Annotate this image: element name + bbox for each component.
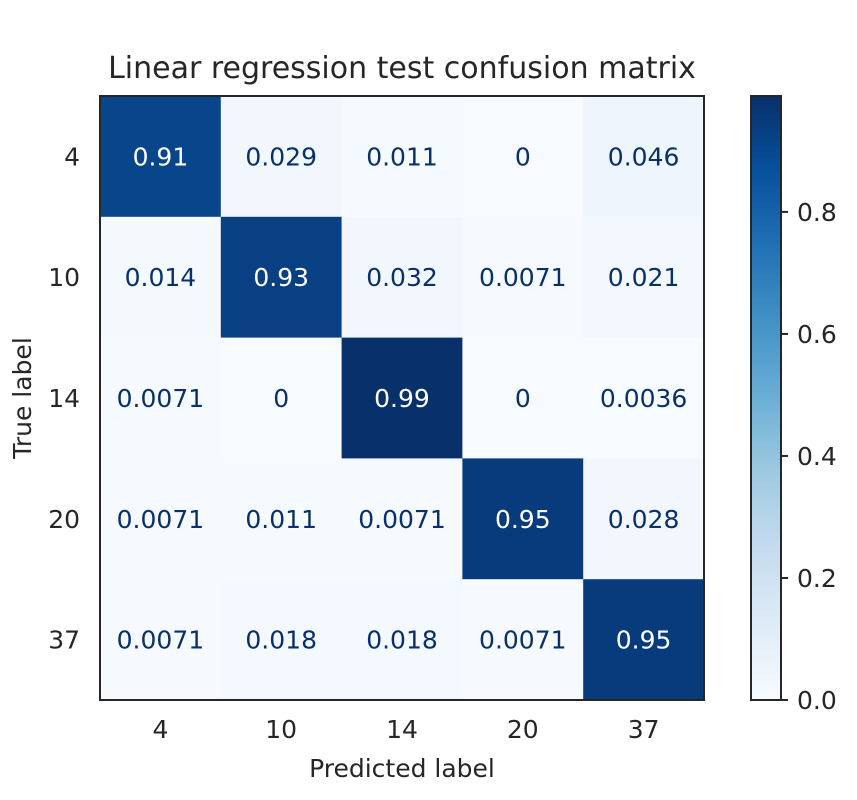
heatmap-cell (462, 337, 584, 459)
cell-value-label: 0.032 (366, 263, 438, 292)
cell-value-label: 0.95 (495, 505, 551, 534)
x-tick-label: 14 (386, 715, 418, 744)
heatmap-cell (341, 337, 463, 459)
colorbar-tick-label: 0.8 (797, 198, 837, 227)
heatmap-cell (583, 579, 705, 701)
cell-value-label: 0.018 (366, 626, 438, 655)
heatmap-cell (462, 96, 584, 218)
heatmap-cell (462, 458, 584, 580)
heatmap-cell (462, 216, 584, 339)
x-axis-ticks: 4 10 14 20 37 (152, 715, 659, 744)
x-axis-label: Predicted label (309, 754, 495, 783)
cell-value-label: 0 (273, 384, 289, 413)
x-tick-label: 4 (152, 715, 168, 744)
cell-value-label: 0.0071 (117, 626, 204, 655)
colorbar-tick-label: 0.6 (797, 320, 837, 349)
heatmap-cell (220, 458, 343, 580)
cell-value-label: 0.93 (253, 263, 309, 292)
heatmap-cell (583, 458, 705, 580)
colorbar-tick-label: 0.0 (797, 686, 837, 715)
heatmap-cell (462, 579, 584, 701)
heatmap-cell (100, 216, 222, 339)
colorbar-ticks: 0.0 0.2 0.4 0.6 0.8 (781, 198, 837, 715)
heatmap-cell (341, 579, 463, 701)
heatmap-cell (100, 337, 222, 459)
colorbar-tick-label: 0.4 (797, 442, 837, 471)
heatmap-cell-labels: 0.91 0.029 0.011 0 0.046 0.014 0.93 0.032 0.0071… (117, 142, 688, 654)
heatmap-cell (583, 337, 705, 459)
heatmap-cell (100, 96, 222, 218)
cell-value-label: 0.95 (616, 626, 672, 655)
cell-value-label: 0.0071 (358, 505, 445, 534)
cell-value-label: 0.021 (608, 263, 680, 292)
y-axis-ticks: 4 10 14 20 37 (48, 142, 80, 654)
cell-value-label: 0.0071 (479, 626, 566, 655)
y-tick-label: 14 (48, 384, 80, 413)
cell-value-label: 0.011 (366, 142, 438, 171)
chart-title: Linear regression test confusion matrix (108, 51, 696, 86)
colorbar (750, 95, 782, 701)
heatmap-cell (220, 579, 343, 701)
y-axis-label: True label (8, 337, 37, 460)
heatmap-cell (341, 216, 463, 339)
heatmap-cell (220, 216, 343, 339)
heatmap-cell (220, 96, 343, 218)
x-tick-label: 20 (507, 715, 539, 744)
y-tick-label: 4 (64, 142, 80, 171)
heatmap-cell (583, 216, 705, 339)
cell-value-label: 0 (515, 142, 531, 171)
y-tick-label: 10 (48, 263, 80, 292)
heatmap-cell (583, 96, 705, 218)
heatmap-cells (100, 96, 705, 701)
heatmap-cell (100, 458, 222, 580)
heatmap-cell (341, 458, 463, 580)
cell-value-label: 0.91 (133, 142, 189, 171)
y-tick-label: 37 (48, 626, 80, 655)
cell-value-label: 0.014 (125, 263, 197, 292)
cell-value-label: 0 (515, 384, 531, 413)
cell-value-label: 0.018 (245, 626, 317, 655)
cell-value-label: 0.0071 (117, 384, 204, 413)
colorbar-tick-label: 0.2 (797, 564, 837, 593)
x-tick-label: 37 (628, 715, 660, 744)
x-tick-label: 10 (265, 715, 297, 744)
cell-value-label: 0.011 (245, 505, 317, 534)
cell-value-label: 0.99 (374, 384, 430, 413)
cell-value-label: 0.0071 (117, 505, 204, 534)
heatmap-cell (220, 337, 343, 459)
y-tick-label: 20 (48, 505, 80, 534)
plot-frame (99, 95, 705, 701)
cell-value-label: 0.0071 (479, 263, 566, 292)
cell-value-label: 0.046 (608, 142, 680, 171)
heatmap-cell (341, 96, 463, 218)
cell-value-label: 0.029 (245, 142, 317, 171)
heatmap-cell (100, 579, 222, 701)
cell-value-label: 0.0036 (600, 384, 687, 413)
cell-value-label: 0.028 (608, 505, 680, 534)
